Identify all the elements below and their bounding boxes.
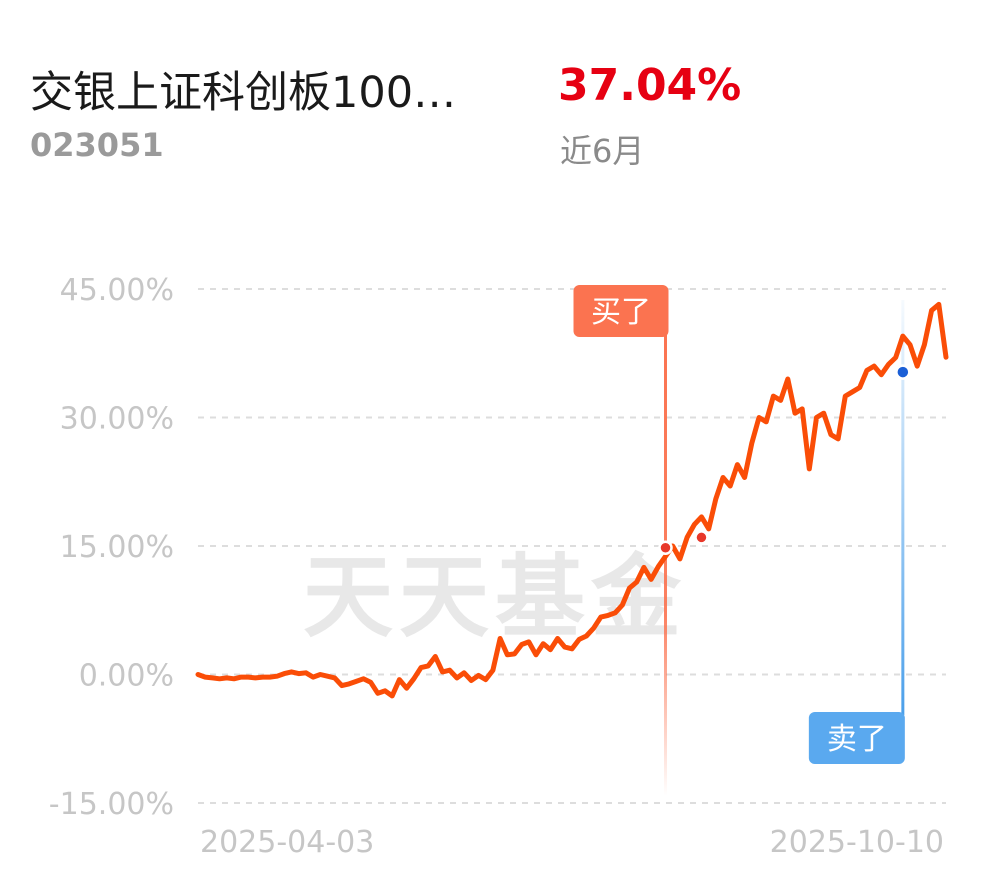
y-tick-label: 30.00% [60, 402, 174, 437]
y-tick-label: -15.00% [49, 787, 174, 822]
series-line [195, 301, 949, 699]
sell-point[interactable] [895, 364, 911, 380]
sell-tag-label: 卖了 [827, 722, 887, 757]
return-period: 近6月 [560, 132, 645, 170]
watermark: 天天基金 [303, 544, 687, 650]
buy-tag[interactable] [573, 285, 669, 337]
buy-tag-label: 买了 [591, 295, 651, 330]
fund-code: 023051 [30, 126, 164, 164]
grid-lines [198, 288, 946, 804]
fund-name: 交银上证科创板100… [30, 68, 457, 118]
buy-point[interactable] [658, 540, 673, 555]
y-tick-label: 15.00% [60, 530, 174, 565]
y-tick-label: 45.00% [60, 273, 174, 308]
x-axis-start-label: 2025-04-03 [200, 825, 374, 860]
y-axis-labels: 45.00% 30.00% 15.00% 0.00% -15.00% [49, 273, 174, 822]
y-tick-label: 0.00% [79, 659, 174, 694]
buy-point-2[interactable] [694, 530, 709, 545]
return-value: 37.04% [558, 60, 742, 111]
sell-marker-line [901, 300, 905, 715]
sell-tag[interactable] [808, 712, 905, 764]
x-axis-end-label: 2025-10-10 [770, 825, 944, 860]
